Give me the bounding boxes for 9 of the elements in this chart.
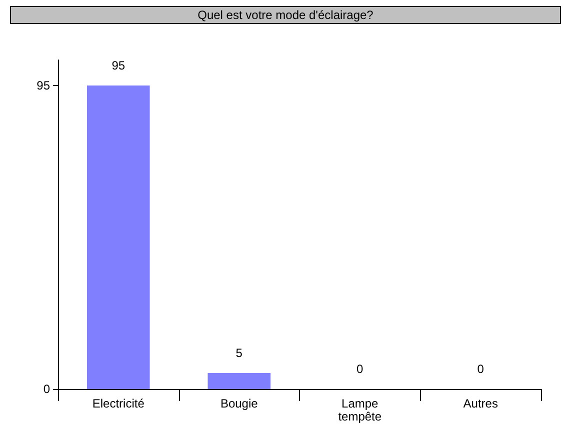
x-tick-label: Bougie xyxy=(220,396,258,410)
data-label: 95 xyxy=(112,58,126,73)
data-label: 0 xyxy=(477,362,484,376)
x-tick-label: Autres xyxy=(463,396,498,410)
data-label: 0 xyxy=(356,362,364,376)
data-label: 5 xyxy=(236,346,243,360)
x-tick-label: Lampe tempête xyxy=(338,396,382,424)
x-tick-label: Electricité xyxy=(92,396,145,410)
chart-title: Quel est votre mode d'éclairage? xyxy=(10,6,561,24)
